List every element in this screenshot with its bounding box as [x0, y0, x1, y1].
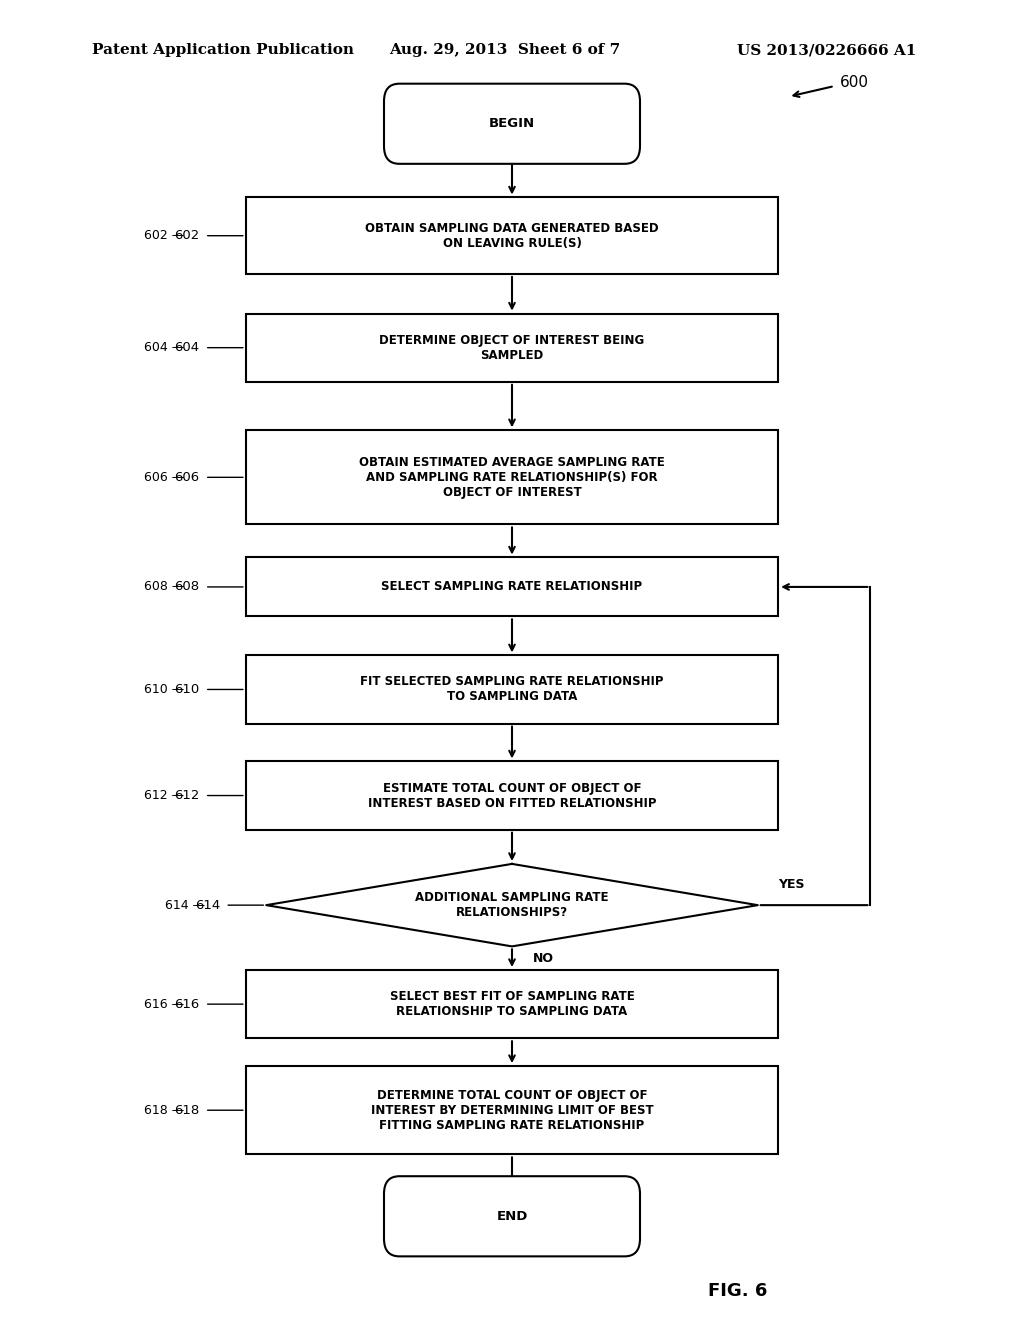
Text: 608: 608 [174, 581, 200, 594]
Text: 604: 604 [174, 341, 200, 354]
Text: OBTAIN SAMPLING DATA GENERATED BASED
ON LEAVING RULE(S): OBTAIN SAMPLING DATA GENERATED BASED ON … [366, 222, 658, 249]
Text: 612 —: 612 — [144, 789, 184, 803]
Text: 610 —: 610 — [144, 682, 184, 696]
Text: 618: 618 [174, 1104, 200, 1117]
Text: FIT SELECTED SAMPLING RATE RELATIONSHIP
TO SAMPLING DATA: FIT SELECTED SAMPLING RATE RELATIONSHIP … [360, 676, 664, 704]
Text: 612: 612 [174, 789, 200, 803]
Text: 602 —: 602 — [144, 230, 184, 242]
FancyBboxPatch shape [384, 1176, 640, 1257]
Bar [246, 970, 778, 1039]
Bar [246, 655, 778, 723]
Text: YES: YES [778, 878, 805, 891]
Bar [246, 762, 778, 830]
Text: 606 —: 606 — [144, 471, 184, 484]
Text: ESTIMATE TOTAL COUNT OF OBJECT OF
INTEREST BASED ON FITTED RELATIONSHIP: ESTIMATE TOTAL COUNT OF OBJECT OF INTERE… [368, 781, 656, 809]
Polygon shape [266, 863, 758, 946]
Text: 618 —: 618 — [144, 1104, 184, 1117]
Bar [246, 1067, 778, 1155]
Text: Aug. 29, 2013  Sheet 6 of 7: Aug. 29, 2013 Sheet 6 of 7 [389, 44, 621, 57]
Text: 602: 602 [174, 230, 200, 242]
Bar [246, 314, 778, 381]
Bar [246, 557, 778, 616]
Text: END: END [497, 1210, 527, 1222]
Text: SELECT SAMPLING RATE RELATIONSHIP: SELECT SAMPLING RATE RELATIONSHIP [381, 581, 643, 594]
Text: DETERMINE TOTAL COUNT OF OBJECT OF
INTEREST BY DETERMINING LIMIT OF BEST
FITTING: DETERMINE TOTAL COUNT OF OBJECT OF INTER… [371, 1089, 653, 1131]
Text: DETERMINE OBJECT OF INTEREST BEING
SAMPLED: DETERMINE OBJECT OF INTEREST BEING SAMPL… [379, 334, 645, 362]
Text: 600: 600 [840, 75, 868, 90]
Text: 606: 606 [174, 471, 200, 484]
Text: 610: 610 [174, 682, 200, 696]
Text: 616: 616 [174, 998, 200, 1011]
Text: ADDITIONAL SAMPLING RATE
RELATIONSHIPS?: ADDITIONAL SAMPLING RATE RELATIONSHIPS? [416, 891, 608, 919]
Text: 614 —: 614 — [165, 899, 205, 912]
Text: FIG. 6: FIG. 6 [708, 1282, 767, 1299]
Bar [246, 430, 778, 524]
Text: 604 —: 604 — [144, 341, 184, 354]
Text: Patent Application Publication: Patent Application Publication [92, 44, 354, 57]
FancyBboxPatch shape [384, 83, 640, 164]
Text: 616 —: 616 — [144, 998, 184, 1011]
Text: SELECT BEST FIT OF SAMPLING RATE
RELATIONSHIP TO SAMPLING DATA: SELECT BEST FIT OF SAMPLING RATE RELATIO… [389, 990, 635, 1018]
Text: NO: NO [532, 952, 554, 965]
Text: 608 —: 608 — [144, 581, 184, 594]
Bar [246, 198, 778, 275]
Text: US 2013/0226666 A1: US 2013/0226666 A1 [737, 44, 916, 57]
Text: 614: 614 [195, 899, 220, 912]
Text: OBTAIN ESTIMATED AVERAGE SAMPLING RATE
AND SAMPLING RATE RELATIONSHIP(S) FOR
OBJ: OBTAIN ESTIMATED AVERAGE SAMPLING RATE A… [359, 455, 665, 499]
Text: BEGIN: BEGIN [488, 117, 536, 131]
